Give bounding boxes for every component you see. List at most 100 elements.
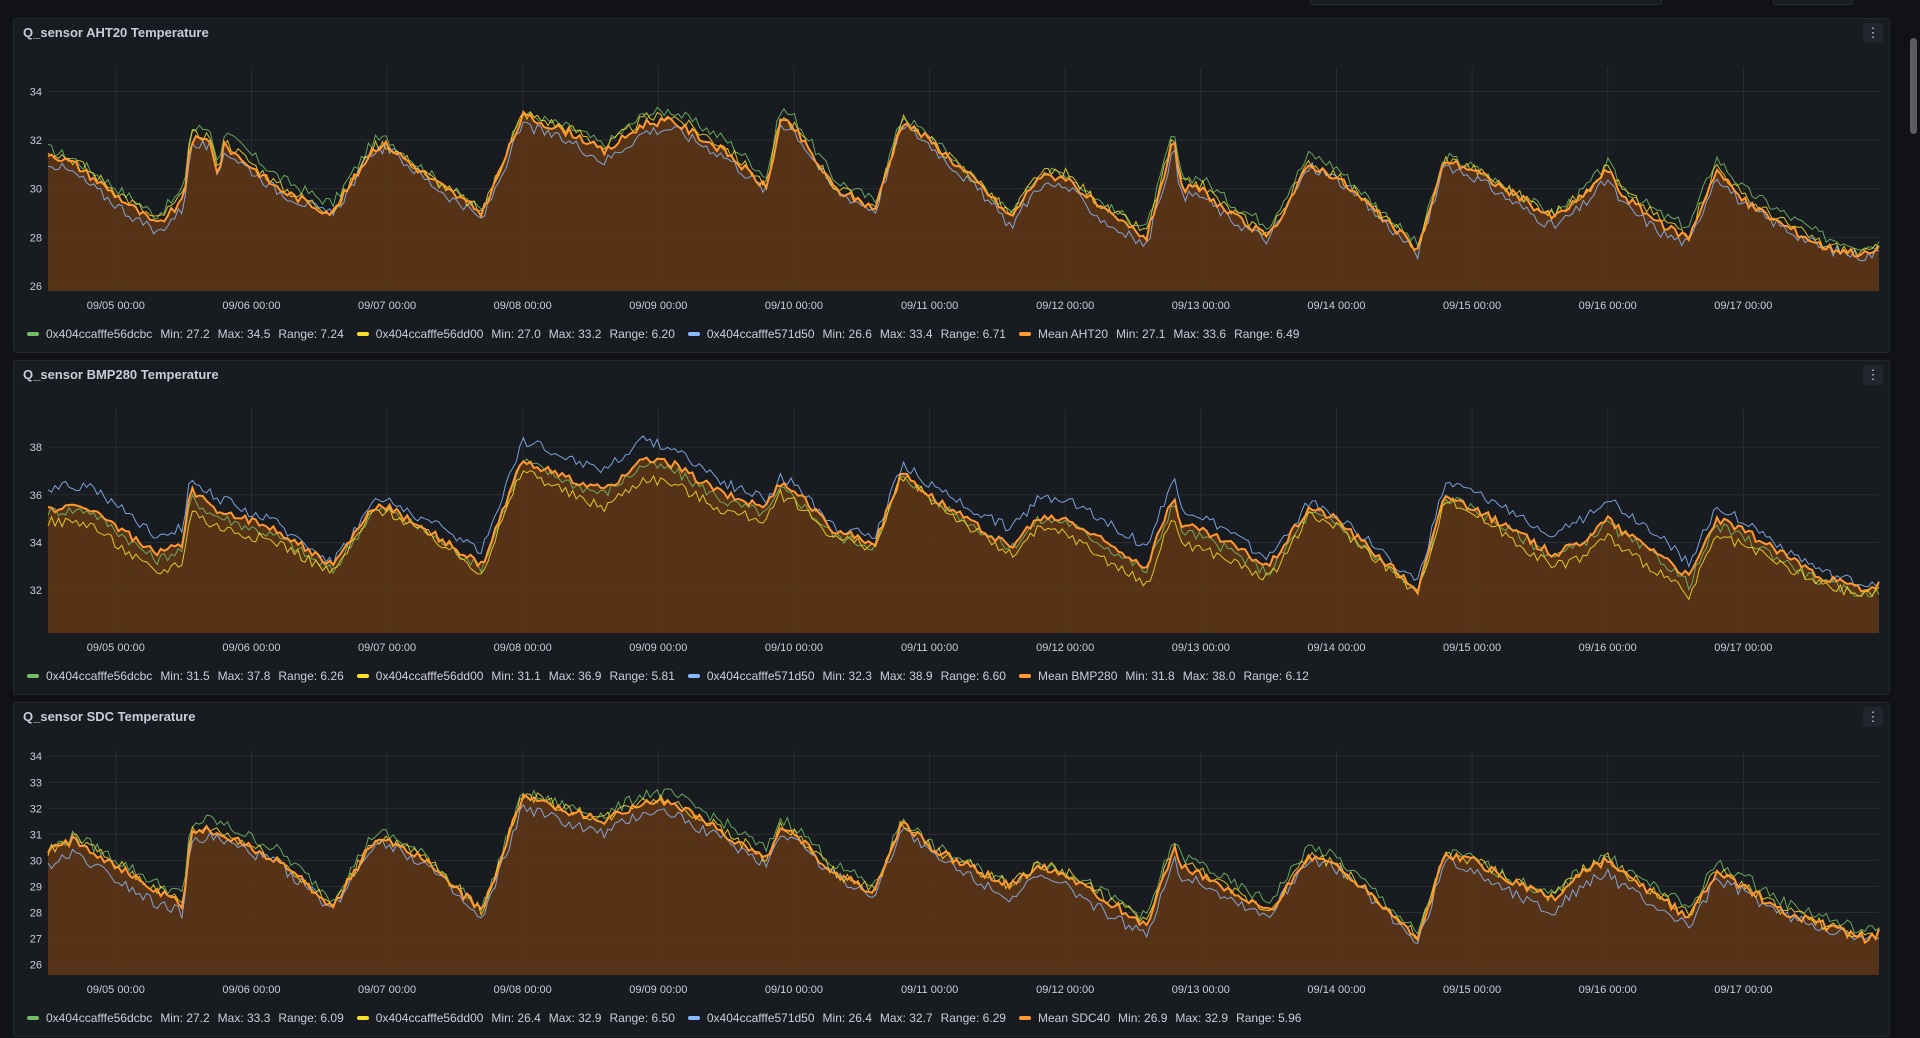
legend-swatch [687,674,700,678]
x-tick-label: 09/08 00:00 [494,642,552,654]
panel-1[interactable]: Q_sensor AHT20 Temperature ⋮ 26 28 30 32 34 09/… [13,18,1890,353]
legend-min: Min: 27.1 [1116,327,1166,341]
legend-range: Range: 5.81 [609,669,675,683]
x-tick-label: 09/12 00:00 [1036,642,1094,654]
chart-legend: 0x404ccafffe56dcbc Min: 27.2 Max: 33.3 Rang… [27,1011,1314,1025]
mean-area-fill [48,795,1879,975]
x-tick-label: 09/13 00:00 [1172,300,1230,312]
time-range-control[interactable] [1310,0,1662,5]
time-series-chart[interactable]: 26 28 30 32 34 09/05 00:00 09/06 00:00 09/07 00… [14,45,1891,315]
page-scrollbar[interactable] [1908,0,1918,1038]
legend-min: Min: 26.6 [822,327,872,341]
legend-item[interactable]: 0x404ccafffe56dcbc Min: 27.2 Max: 33.3 Rang… [27,1011,344,1025]
x-tick-label: 09/06 00:00 [222,300,280,312]
legend-item[interactable]: 0x404ccafffe56dd00 Min: 31.1 Max: 36.9 Rang… [356,669,675,683]
more-vertical-icon[interactable]: ⋮ [1863,707,1883,727]
y-tick-label: 32 [30,803,42,815]
y-tick-label: 31 [30,829,42,841]
x-tick-label: 09/07 00:00 [358,642,416,654]
scrollbar-thumb[interactable] [1910,38,1917,134]
legend-max: Max: 33.3 [217,1011,271,1025]
legend-item[interactable]: 0x404ccafffe571d50 Min: 26.4 Max: 32.7 Rang… [687,1011,1006,1025]
series-line-3[interactable] [47,803,1880,944]
legend-min: Min: 27.0 [491,327,541,341]
x-tick-label: 09/16 00:00 [1579,300,1637,312]
refresh-control[interactable] [1773,0,1853,5]
panel-title[interactable]: Q_sensor SDC Temperature [23,709,196,724]
legend-range: Range: 6.20 [609,327,675,341]
x-tick-label: 09/12 00:00 [1036,984,1094,996]
x-tick-label: 09/16 00:00 [1579,984,1637,996]
legend-max: Max: 37.8 [217,669,271,683]
x-tick-label: 09/11 00:00 [901,642,958,654]
x-tick-label: 09/08 00:00 [494,984,552,996]
panel-title[interactable]: Q_sensor AHT20 Temperature [23,25,209,40]
y-tick-label: 34 [30,751,42,763]
y-tick-label: 38 [30,442,42,454]
legend-item[interactable]: 0x404ccafffe56dcbc Min: 31.5 Max: 37.8 Rang… [27,669,344,683]
y-tick-label: 32 [30,135,42,147]
series-line-4[interactable] [47,456,1880,596]
x-tick-label: 09/17 00:00 [1714,300,1772,312]
x-tick-label: 09/13 00:00 [1172,642,1230,654]
y-tick-label: 27 [30,934,42,946]
legend-name: 0x404ccafffe571d50 [706,669,815,683]
y-tick-label: 29 [30,881,42,893]
time-series-chart[interactable]: 26 27 28 29 30 31 32 33 34 09/05 00:00 09/06 00:00… [14,729,1891,999]
y-tick-label: 34 [30,537,42,549]
y-tick-label: 36 [30,490,42,502]
y-tick-label: 26 [30,281,42,293]
legend-swatch [1018,674,1031,678]
legend-name: 0x404ccafffe56dcbc [46,327,153,341]
legend-item[interactable]: 0x404ccafffe56dcbc Min: 27.2 Max: 34.5 Rang… [27,327,344,341]
legend-range: Range: 6.09 [278,1011,344,1025]
y-tick-label: 32 [30,585,42,597]
series-line-1[interactable] [47,106,1880,251]
legend-item[interactable]: Mean AHT20 Min: 27.1 Max: 33.6 Range: 6.49 [1018,327,1300,341]
series-line-4[interactable] [47,793,1880,945]
legend-name: 0x404ccafffe571d50 [706,327,815,341]
legend-max: Max: 32.9 [1175,1011,1229,1025]
x-tick-label: 09/05 00:00 [87,300,145,312]
x-tick-label: 09/14 00:00 [1307,984,1365,996]
series-line-2[interactable] [47,470,1880,601]
legend-name: Mean AHT20 [1037,327,1109,341]
panel-3[interactable]: Q_sensor SDC Temperature ⋮ 26 27 28 29 30 31 32 3… [13,702,1890,1037]
legend-range: Range: 6.26 [278,669,344,683]
legend-min: Min: 26.4 [491,1011,541,1025]
legend-range: Range: 7.24 [278,327,344,341]
legend-max: Max: 36.9 [548,669,602,683]
legend-item[interactable]: 0x404ccafffe56dd00 Min: 26.4 Max: 32.9 Rang… [356,1011,675,1025]
more-vertical-icon[interactable]: ⋮ [1863,23,1883,43]
legend-item[interactable]: 0x404ccafffe56dd00 Min: 27.0 Max: 33.2 Rang… [356,327,675,341]
legend-item[interactable]: Mean BMP280 Min: 31.8 Max: 38.0 Range: 6.12 [1018,669,1309,683]
legend-swatch [27,674,39,678]
legend-swatch [687,332,700,336]
legend-min: Min: 32.3 [822,669,872,683]
x-tick-label: 09/14 00:00 [1307,300,1365,312]
x-tick-label: 09/06 00:00 [222,642,280,654]
y-tick-label: 30 [30,855,42,867]
x-tick-label: 09/10 00:00 [765,984,823,996]
legend-item[interactable]: 0x404ccafffe571d50 Min: 32.3 Max: 38.9 Rang… [687,669,1006,683]
time-series-chart[interactable]: 32 34 36 38 09/05 00:00 09/06 00:00 09/07 00:0… [14,387,1891,657]
legend-min: Min: 26.9 [1118,1011,1168,1025]
x-tick-label: 09/05 00:00 [87,984,145,996]
x-tick-label: 09/14 00:00 [1307,642,1365,654]
x-tick-label: 09/13 00:00 [1172,984,1230,996]
legend-swatch [27,332,39,336]
legend-swatch [1018,1016,1031,1020]
series-line-3[interactable] [47,435,1880,588]
legend-range: Range: 6.49 [1234,327,1300,341]
series-line-4[interactable] [47,110,1880,258]
more-vertical-icon[interactable]: ⋮ [1863,365,1883,385]
panel-2[interactable]: Q_sensor BMP280 Temperature ⋮ 32 34 36 38 09/0… [13,360,1890,695]
series-line-3[interactable] [47,121,1880,262]
legend-max: Max: 38.9 [879,669,933,683]
legend-item[interactable]: Mean SDC40 Min: 26.9 Max: 32.9 Range: 5.96 [1018,1011,1301,1025]
panel-title[interactable]: Q_sensor BMP280 Temperature [23,367,219,382]
y-tick-label: 34 [30,86,42,98]
chart-legend: 0x404ccafffe56dcbc Min: 31.5 Max: 37.8 Rang… [27,669,1322,683]
x-tick-label: 09/07 00:00 [358,984,416,996]
legend-item[interactable]: 0x404ccafffe571d50 Min: 26.6 Max: 33.4 Rang… [687,327,1006,341]
